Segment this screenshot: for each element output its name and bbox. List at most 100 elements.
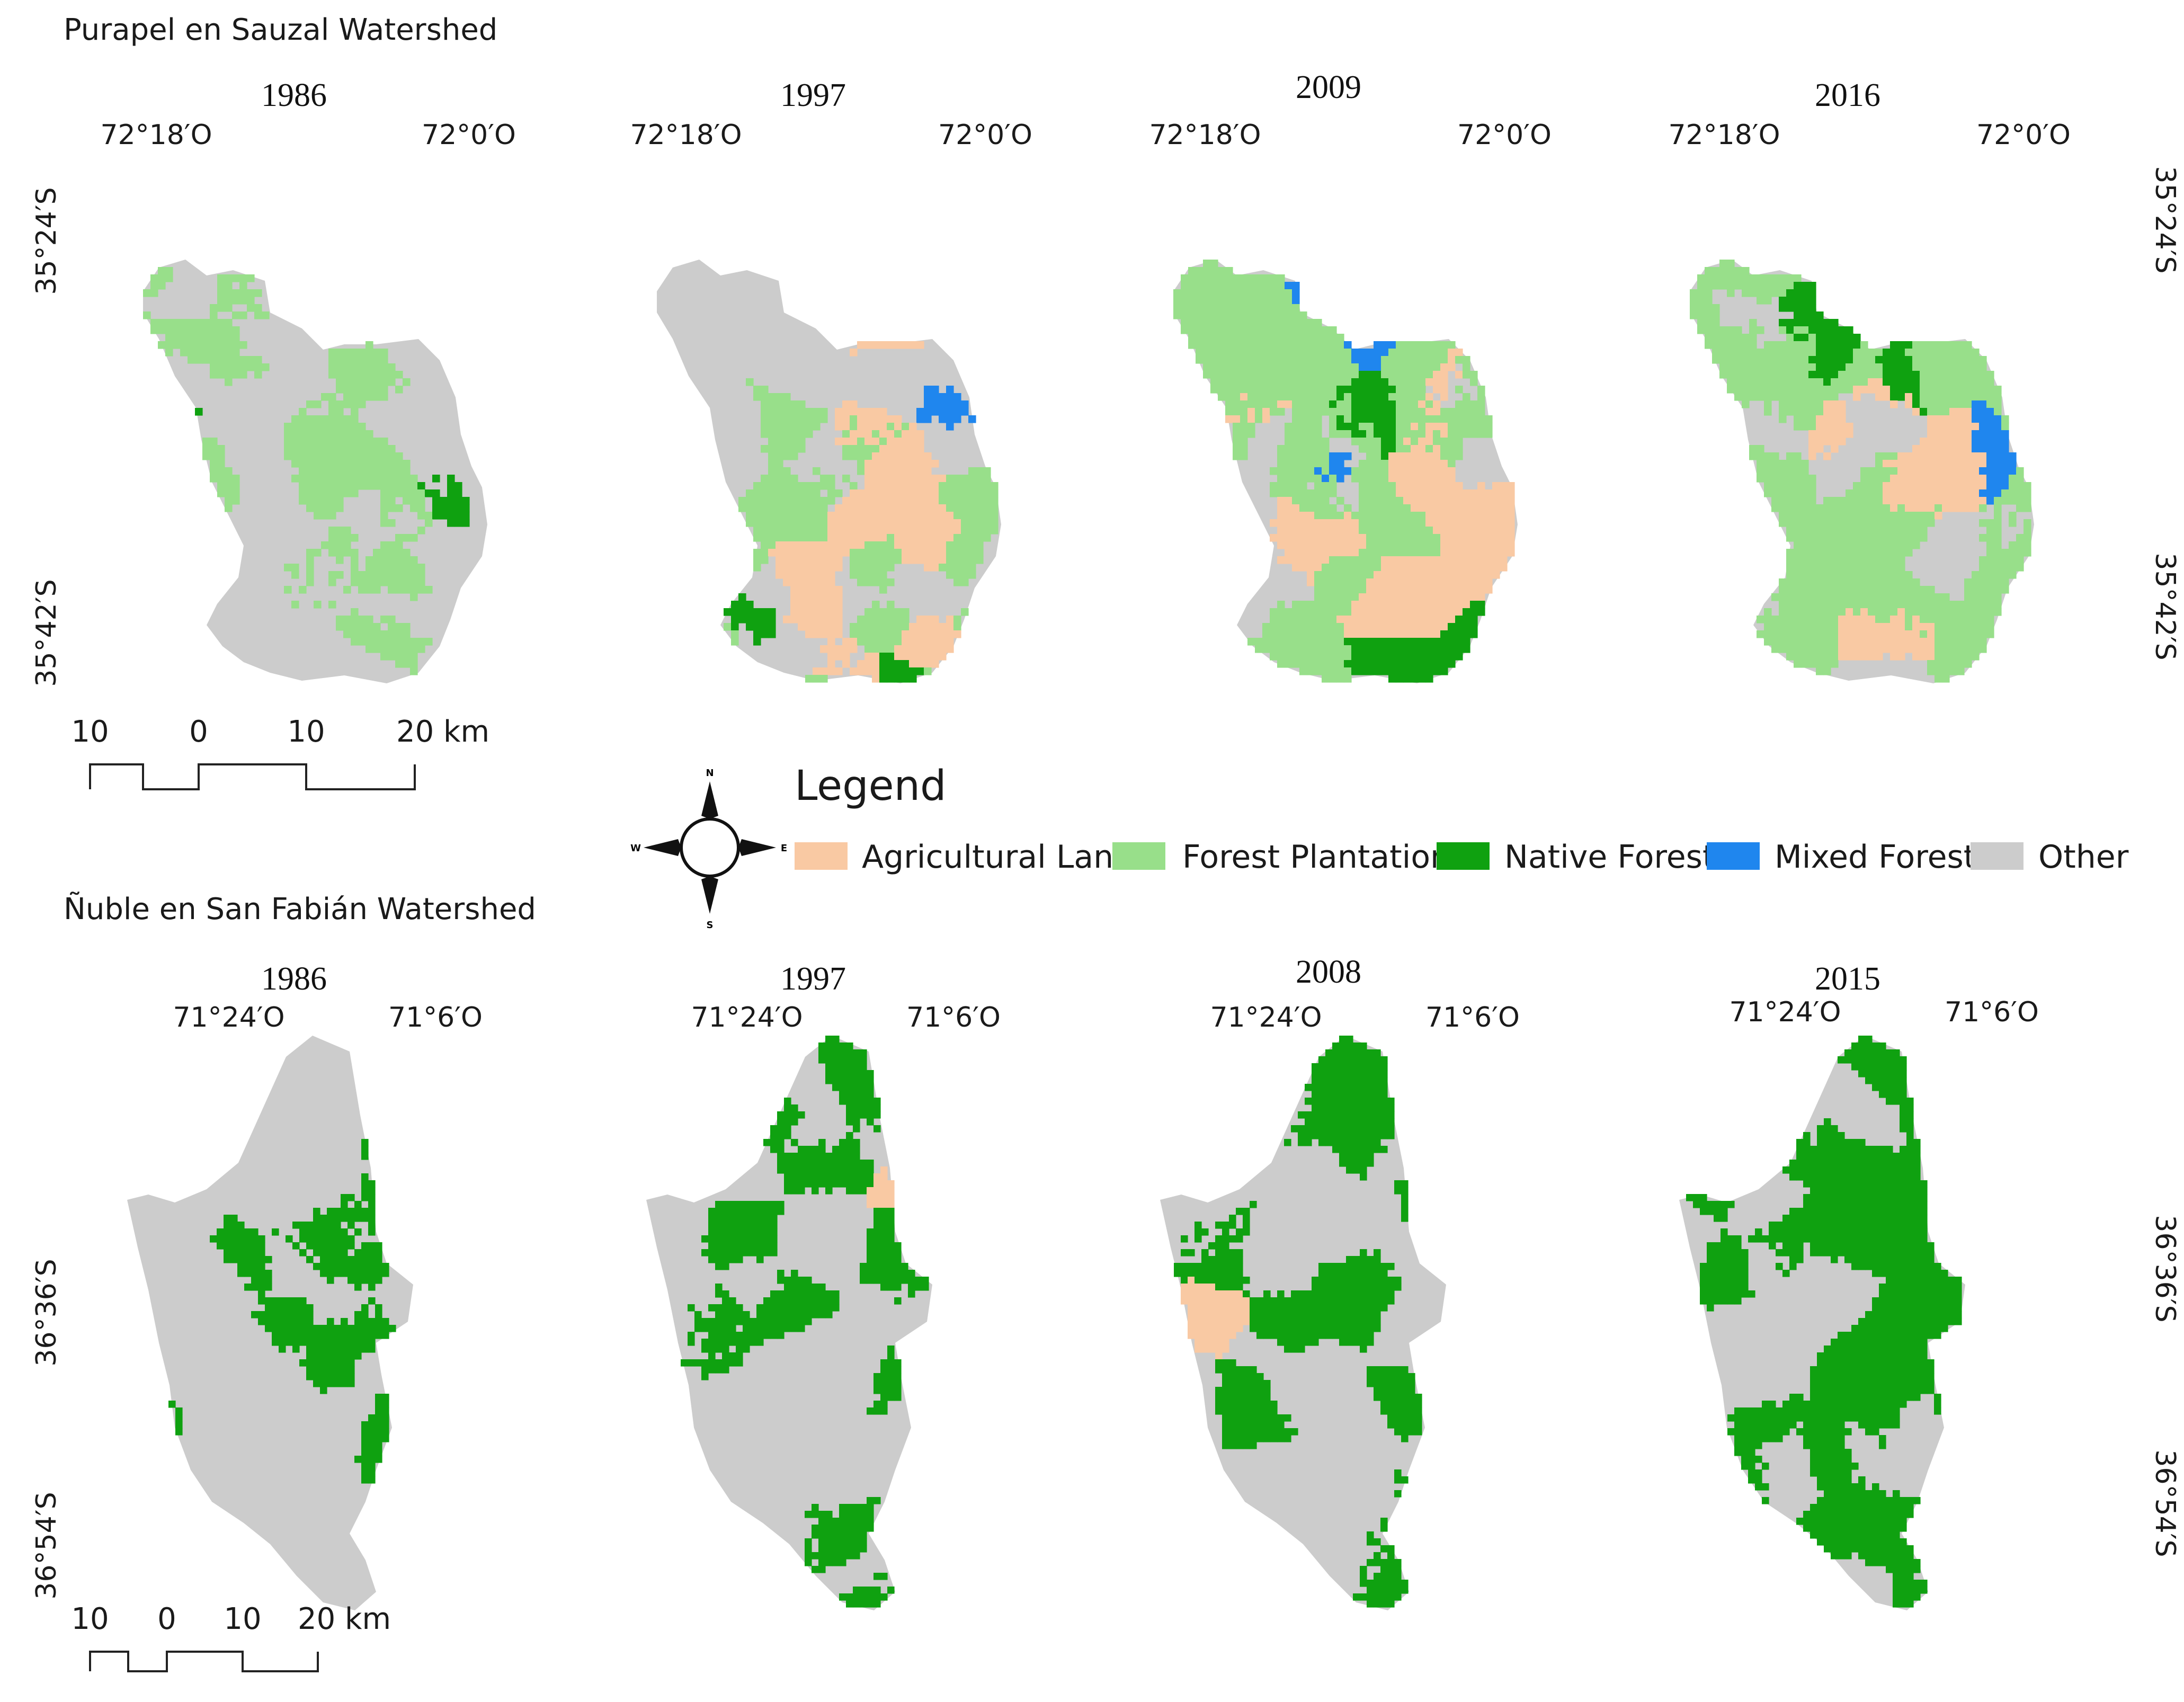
land-cover-cell-native-forest <box>1366 400 1374 408</box>
land-cover-cell-agricultural-land <box>1972 489 1980 497</box>
land-cover-cell-forest-plantation <box>1949 616 1957 623</box>
land-cover-cell-agricultural-land <box>1905 475 1913 483</box>
land-cover-cell-forest-plantation <box>1742 341 1750 349</box>
land-cover-cell-agricultural-land <box>879 512 887 520</box>
land-cover-cell-agricultural-land <box>1477 541 1485 549</box>
land-cover-cell-forest-plantation <box>1403 512 1411 520</box>
land-cover-cell-forest-plantation <box>1779 586 1787 594</box>
land-cover-cell-forest-plantation <box>321 482 329 490</box>
land-cover-cell-forest-plantation <box>366 475 373 483</box>
land-cover-cell-agricultural-land <box>783 556 791 564</box>
land-cover-cell-forest-plantation <box>1255 334 1263 342</box>
land-cover-cell-agricultural-land <box>1846 653 1853 661</box>
land-cover-cell-forest-plantation <box>1853 512 1861 520</box>
land-cover-cell-forest-plantation <box>1463 430 1470 438</box>
land-cover-cell-forest-plantation <box>1485 423 1493 431</box>
land-cover-cell-forest-plantation <box>1336 363 1344 371</box>
land-cover-cell-agricultural-land <box>1403 467 1411 475</box>
land-cover-cell-agricultural-land <box>813 541 821 549</box>
land-cover-cell-forest-plantation <box>1322 393 1330 401</box>
land-cover-cell-agricultural-land <box>1292 527 1300 534</box>
land-cover-cell-agricultural-land <box>1846 616 1853 623</box>
land-cover-cell-native-forest <box>731 608 739 616</box>
land-cover-cell-agricultural-land <box>1374 593 1381 601</box>
land-cover-cell-agricultural-land <box>873 1201 881 1208</box>
land-cover-cell-agricultural-land <box>887 475 895 483</box>
land-cover-cell-forest-plantation <box>887 578 895 586</box>
land-cover-cell-forest-plantation <box>366 386 373 394</box>
land-cover-cell-forest-plantation <box>820 527 828 534</box>
land-cover-cell-native-forest <box>361 1463 369 1470</box>
land-cover-cell-native-forest <box>818 1056 826 1064</box>
land-cover-cell-forest-plantation <box>1262 645 1270 653</box>
land-cover-cell-agricultural-land <box>1425 482 1433 490</box>
land-cover-cell-agricultural-land <box>1935 489 1942 497</box>
land-cover-cell-forest-plantation <box>373 393 381 401</box>
land-cover-cell-forest-plantation <box>1366 534 1374 542</box>
longitude-tick: 72°18′O <box>1668 119 1780 151</box>
land-cover-cell-mixed-forest <box>1972 400 1980 408</box>
latitude-tick: 36°54′S <box>2149 1449 2181 1557</box>
land-cover-cell-forest-plantation <box>1307 334 1315 342</box>
land-cover-cell-forest-plantation <box>1697 311 1705 319</box>
land-cover-cell-forest-plantation <box>1411 519 1419 527</box>
land-cover-cell-native-forest <box>251 1311 258 1318</box>
land-cover-cell-mixed-forest <box>1359 363 1367 371</box>
land-cover-cell-native-forest <box>1351 423 1359 431</box>
land-cover-cell-agricultural-land <box>1381 571 1389 579</box>
land-cover-cell-forest-plantation <box>388 549 396 557</box>
land-cover-cell-agricultural-land <box>887 527 895 534</box>
land-cover-cell-forest-plantation <box>1801 386 1809 394</box>
land-cover-cell-native-forest <box>1374 653 1381 661</box>
land-cover-cell-forest-plantation <box>373 371 381 379</box>
land-cover-cell-forest-plantation <box>1823 571 1831 579</box>
land-cover-cell-forest-plantation <box>1794 616 1802 623</box>
land-cover-cell-agricultural-land <box>924 645 932 653</box>
land-cover-cell-agricultural-land <box>931 564 939 572</box>
land-cover-cell-forest-plantation <box>336 349 344 357</box>
land-cover-cell-native-forest <box>320 1359 327 1367</box>
land-cover-cell-native-forest <box>846 1160 853 1167</box>
land-cover-cell-agricultural-land <box>842 549 850 557</box>
land-cover-cell-forest-plantation <box>239 356 247 364</box>
land-cover-cell-forest-plantation <box>366 586 373 594</box>
land-cover-cell-forest-plantation <box>314 467 322 475</box>
land-cover-cell-agricultural-land <box>798 549 806 557</box>
land-cover-cell-forest-plantation <box>1712 319 1720 327</box>
land-cover-cell-forest-plantation <box>225 482 233 490</box>
land-cover-cell-agricultural-land <box>1403 482 1411 490</box>
land-cover-cell-forest-plantation <box>798 527 806 534</box>
land-cover-cell-forest-plantation <box>217 304 225 312</box>
land-cover-cell-forest-plantation <box>150 289 158 297</box>
land-cover-cell-native-forest <box>818 1166 826 1174</box>
land-cover-cell-forest-plantation <box>1912 356 1920 364</box>
land-cover-cell-native-forest <box>265 1325 272 1332</box>
land-cover-cell-agricultural-land <box>1500 489 1508 497</box>
land-cover-cell-mixed-forest <box>1979 415 1987 423</box>
land-cover-cell-forest-plantation <box>1285 311 1292 319</box>
land-cover-cell-forest-plantation <box>202 319 210 327</box>
land-cover-cell-agricultural-land <box>887 489 895 497</box>
land-cover-cell-forest-plantation <box>1247 371 1255 379</box>
land-cover-cell-forest-plantation <box>1322 653 1330 661</box>
land-cover-cell-forest-plantation <box>842 452 850 460</box>
land-cover-cell-forest-plantation <box>1196 341 1204 349</box>
land-cover-cell-forest-plantation <box>961 564 969 572</box>
land-cover-cell-forest-plantation <box>1314 601 1322 609</box>
land-cover-cell-forest-plantation <box>1374 504 1381 512</box>
land-cover-cell-forest-plantation <box>1957 356 1965 364</box>
land-cover-cell-agricultural-land <box>805 601 813 609</box>
land-cover-cell-forest-plantation <box>410 638 418 646</box>
land-cover-cell-native-forest <box>341 1215 348 1222</box>
map-panel <box>657 260 1001 683</box>
land-cover-cell-forest-plantation <box>173 334 181 342</box>
land-cover-cell-forest-plantation <box>894 630 902 638</box>
land-cover-cell-forest-plantation <box>1448 415 1456 423</box>
land-cover-cell-forest-plantation <box>417 638 425 646</box>
land-cover-cell-native-forest <box>1808 371 1816 379</box>
land-cover-cell-forest-plantation <box>217 319 225 327</box>
land-cover-cell-agricultural-land <box>916 460 924 468</box>
land-cover-cell-native-forest <box>1477 608 1485 616</box>
land-cover-cell-forest-plantation <box>1927 341 1935 349</box>
land-cover-cell-native-forest <box>1794 297 1802 305</box>
